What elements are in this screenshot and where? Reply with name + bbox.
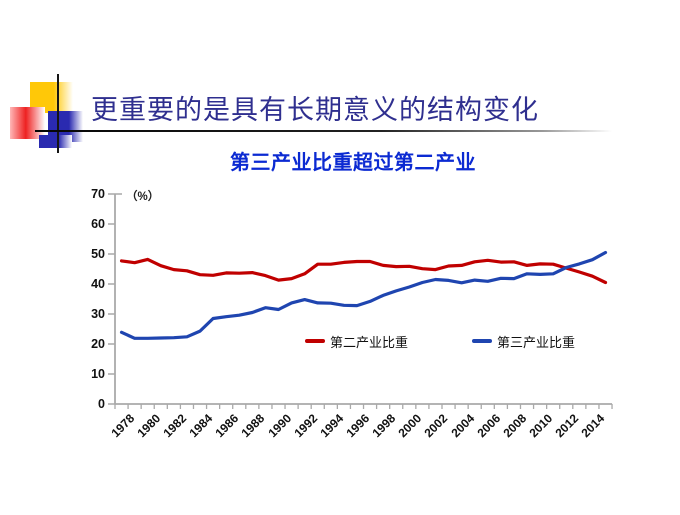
decor-vertical-line <box>57 74 59 153</box>
legend-label-secondary: 第二产业比重 <box>330 334 409 350</box>
legend-item-tertiary-industry: 第三产业比重 <box>472 332 575 351</box>
x-tick-label: 1982 <box>160 411 190 441</box>
x-tick-label: 2012 <box>552 411 582 441</box>
x-tick-label: 1984 <box>186 411 216 441</box>
decor-blue-square-lower <box>39 135 72 148</box>
slide-title: 更重要的是具有长期意义的结构变化 <box>91 95 539 125</box>
x-tick-label: 2010 <box>526 411 556 441</box>
legend-item-secondary-industry: 第二产业比重 <box>305 332 408 351</box>
x-tick-label: 1988 <box>238 411 268 441</box>
x-tick-label: 2008 <box>500 411 530 441</box>
x-tick-label: 1986 <box>212 411 242 441</box>
y-tick-label: 20 <box>91 337 105 351</box>
series-line <box>119 250 608 340</box>
legend-line-secondary-icon <box>305 339 325 343</box>
y-tick-label: 50 <box>91 247 105 261</box>
y-axis-unit-label: （%） <box>126 191 160 203</box>
series-line <box>119 257 608 285</box>
x-tick-label: 2000 <box>395 411 425 441</box>
x-tick-label: 1998 <box>369 411 399 441</box>
y-tick-label: 0 <box>98 397 105 411</box>
x-tick-label: 1990 <box>264 411 294 441</box>
legend-line-tertiary-icon <box>472 339 493 343</box>
slide-subtitle: 第三产业比重超过第二产业 <box>230 152 476 174</box>
title-underline-rule <box>35 130 612 132</box>
chart-legend: 第二产业比重 第三产业比重 <box>305 332 575 351</box>
x-tick-label: 1994 <box>317 411 347 441</box>
y-tick-label: 10 <box>91 367 105 381</box>
x-tick-label: 2002 <box>421 411 451 441</box>
y-tick-label: 30 <box>91 307 105 321</box>
x-tick-label: 1978 <box>107 411 137 441</box>
x-tick-label: 2006 <box>474 411 503 441</box>
x-tick-label: 2004 <box>448 411 477 441</box>
y-tick-label: 40 <box>91 277 105 291</box>
y-tick-label: 60 <box>91 217 105 231</box>
x-tick-label: 1996 <box>343 411 373 441</box>
x-tick-label: 2014 <box>578 411 608 441</box>
legend-label-tertiary: 第三产业比重 <box>497 334 576 350</box>
decor-pink-square <box>10 107 45 139</box>
x-tick-label: 1980 <box>134 411 163 441</box>
y-tick-label: 70 <box>91 187 105 201</box>
x-tick-label: 1992 <box>291 411 320 441</box>
